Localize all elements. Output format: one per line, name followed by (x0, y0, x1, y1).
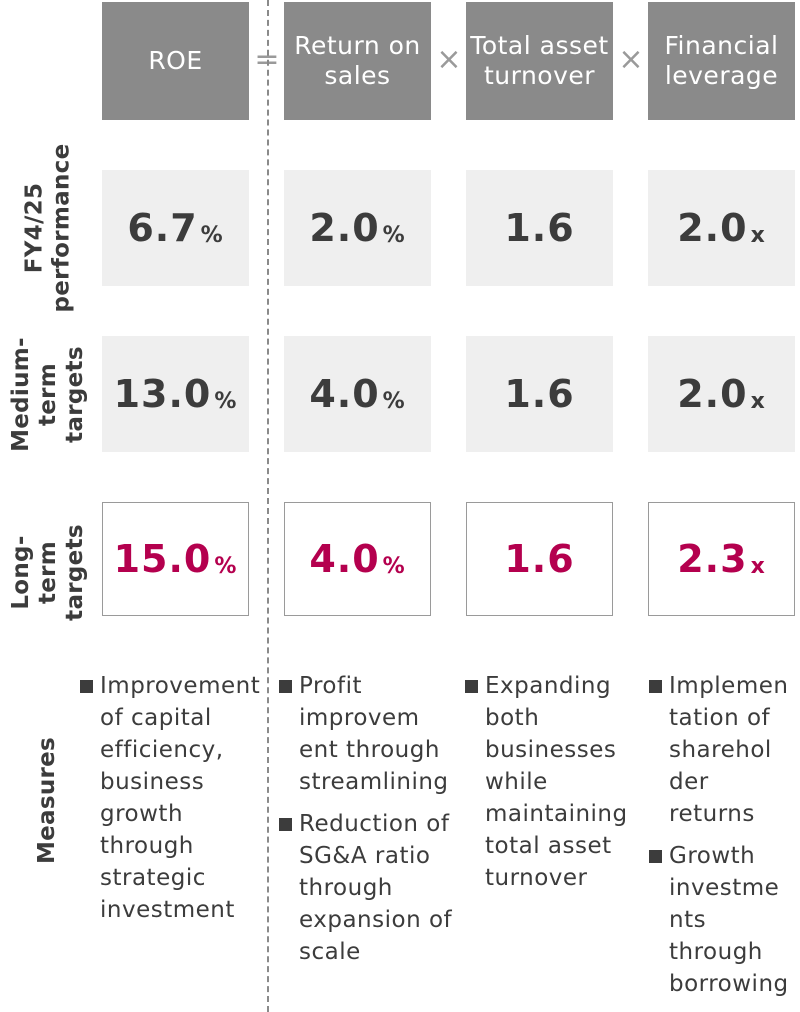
fy-roe-cell: 6.7% (102, 170, 249, 286)
header-financial-leverage-label: Financial leverage (664, 31, 779, 90)
measure-text: Improvement of capital efficiency, busin… (100, 673, 261, 923)
long-roe-cell: 15.0% (102, 502, 249, 616)
medium-ros-cell: 4.0% (284, 336, 431, 452)
long-roe-unit: % (214, 553, 238, 579)
square-bullet-icon (279, 680, 292, 693)
fy-fl-cell: 2.0 x (648, 170, 795, 286)
measure-item: Growth investme nts through borrowing (649, 840, 797, 1000)
header-total-asset-turnover-label: Total asset turnover (470, 31, 609, 90)
medium-ros-unit: % (382, 388, 406, 414)
medium-tat-cell: 1.6 (466, 336, 613, 452)
fy-fl-value: 2.0 (677, 206, 748, 250)
long-fl-unit: x (750, 553, 766, 579)
measure-text: Reduction of SG&A ratio through expansio… (299, 811, 453, 965)
header-roe: ROE (102, 2, 249, 120)
measures-ros: Profit improvem ent through streamlining… (279, 670, 459, 978)
long-ros-unit: % (382, 553, 406, 579)
header-total-asset-turnover: Total asset turnover (466, 2, 613, 120)
square-bullet-icon (279, 818, 292, 831)
long-ros-cell: 4.0% (284, 502, 431, 616)
header-return-on-sales-label: Return on sales (294, 31, 421, 90)
medium-fl-value: 2.0 (677, 372, 748, 416)
row-label-fy-text: FY4/25 performance (21, 143, 75, 313)
medium-roe-unit: % (214, 388, 238, 414)
long-fl-value: 2.3 (677, 537, 748, 581)
long-ros-value: 4.0 (309, 537, 380, 581)
row-label-long: Long-term targets (0, 487, 96, 657)
long-tat-cell: 1.6 (466, 502, 613, 616)
square-bullet-icon (80, 680, 93, 693)
header-return-on-sales: Return on sales (284, 2, 431, 120)
medium-fl-unit: x (750, 388, 766, 414)
dashed-divider (267, 0, 269, 1012)
measure-text: Growth investme nts through borrowing (669, 843, 789, 997)
square-bullet-icon (465, 680, 478, 693)
long-roe-value: 15.0 (113, 537, 212, 581)
fy-tat-value: 1.6 (504, 206, 575, 250)
medium-roe-cell: 13.0% (102, 336, 249, 452)
row-label-medium: Medium-term targets (0, 294, 96, 494)
header-roe-label: ROE (148, 46, 203, 75)
medium-ros-value: 4.0 (309, 372, 380, 416)
fy-roe-unit: % (200, 222, 224, 248)
fy-fl-unit: x (750, 222, 766, 248)
measure-item: Profit improvem ent through streamlining (279, 670, 459, 798)
medium-fl-cell: 2.0 x (648, 336, 795, 452)
medium-roe-value: 13.0 (113, 372, 212, 416)
measure-item: Reduction of SG&A ratio through expansio… (279, 808, 459, 968)
long-tat-value: 1.6 (504, 537, 575, 581)
measures-tat: Expanding both businesses while maintain… (465, 670, 630, 904)
medium-tat-value: 1.6 (504, 372, 575, 416)
fy-ros-value: 2.0 (309, 206, 380, 250)
header-financial-leverage: Financial leverage (648, 2, 795, 120)
measure-item: Implemen tation of sharehol der returns (649, 670, 797, 830)
measures-roe: Improvement of capital efficiency, busin… (80, 670, 260, 936)
row-label-long-text: Long-term targets (7, 523, 88, 621)
square-bullet-icon (649, 680, 662, 693)
multiply-operator-1: × (436, 42, 462, 77)
fy-ros-unit: % (382, 222, 406, 248)
measure-item: Expanding both businesses while maintain… (465, 670, 630, 894)
square-bullet-icon (649, 850, 662, 863)
equals-operator: = (254, 42, 280, 77)
measure-text: Implemen tation of sharehol der returns (669, 673, 789, 827)
multiply-operator-2: × (618, 42, 644, 77)
measure-text: Expanding both businesses while maintain… (485, 673, 628, 891)
long-fl-cell: 2.3 x (648, 502, 795, 616)
fy-ros-cell: 2.0% (284, 170, 431, 286)
fy-tat-cell: 1.6 (466, 170, 613, 286)
fy-roe-value: 6.7 (127, 206, 198, 250)
row-label-medium-text: Medium-term targets (7, 336, 88, 452)
measure-item: Improvement of capital efficiency, busin… (80, 670, 260, 926)
row-label-measures-text: Measures (34, 736, 61, 864)
measure-text: Profit improvem ent through streamlining (299, 673, 449, 795)
measures-fl: Implemen tation of sharehol der returns … (649, 670, 797, 1010)
